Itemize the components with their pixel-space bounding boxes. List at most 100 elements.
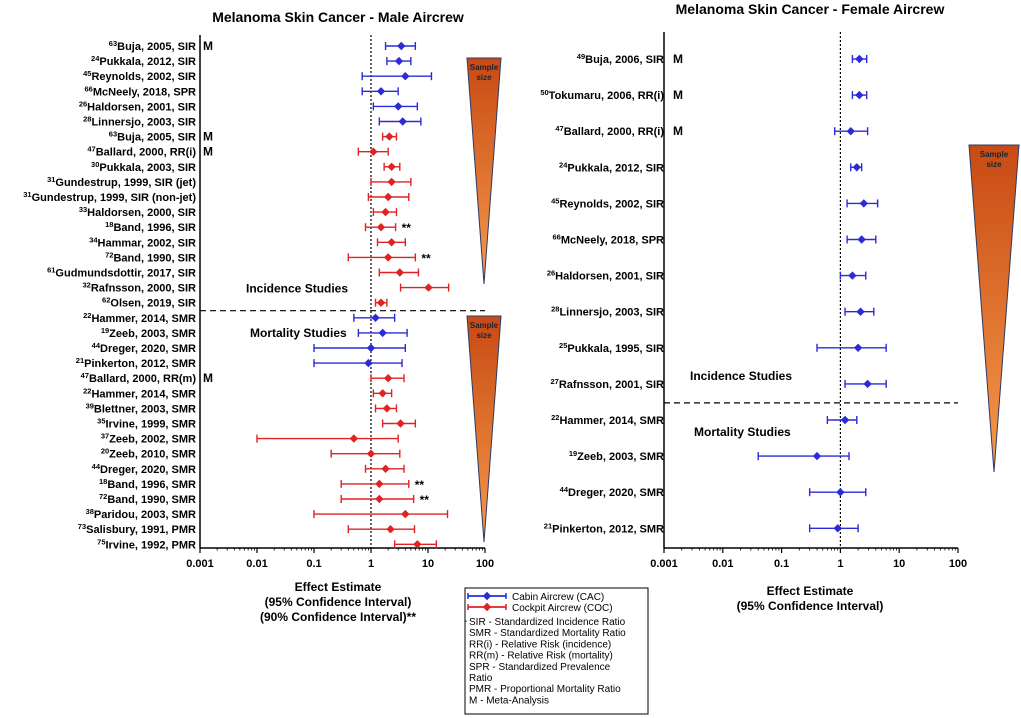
male-study-label: 63Buja, 2005, SIR xyxy=(109,39,196,53)
female-study-row: 24Pukkala, 2012, SIR xyxy=(559,160,863,174)
female-study-label: 25Pukkala, 1995, SIR xyxy=(559,341,664,355)
female-study-row: 45Reynolds, 2002, SIR xyxy=(551,196,879,210)
female-incidence-label: Incidence Studies xyxy=(690,369,792,383)
legend-abbreviation: SPR - Standardized Prevalence xyxy=(469,662,611,673)
female-estimate-point xyxy=(856,307,865,316)
male-incidence-sample-size-triangle-text: size xyxy=(476,73,492,82)
male-study-row: 63Buja, 2005, SIR M xyxy=(109,39,417,53)
legend-abbreviation: RR(m) - Relative Risk (mortality) xyxy=(469,651,613,662)
male-study-label: 73Salisbury, 1991, PMR xyxy=(78,522,196,536)
male-ci90-marker: ** xyxy=(420,493,430,507)
male-estimate-point xyxy=(376,87,386,96)
male-estimate-point xyxy=(395,268,404,277)
female-estimate-point xyxy=(812,451,822,461)
male-study-row: 19Zeeb, 2003, SMR xyxy=(101,326,408,340)
male-estimate-point xyxy=(398,117,407,126)
male-study-row: 20Zeeb, 2010, SMR xyxy=(101,447,401,461)
male-study-label: 35Irvine, 1999, SMR xyxy=(97,417,196,431)
male-estimate-point xyxy=(413,540,422,549)
male-study-row: 35Irvine, 1999, SMR xyxy=(97,417,417,431)
female-study-row: 47Ballard, 2000, RR(i) M xyxy=(555,124,869,138)
male-aircrew-panel: Melanoma Skin Cancer - Male Aircrew 0.00… xyxy=(23,9,502,624)
female-study-row: 49Buja, 2006, SIR M xyxy=(577,52,868,66)
male-study-label: 63Buja, 2005, SIR xyxy=(109,130,196,144)
male-study-row: 62Olsen, 2019, SIR xyxy=(102,296,388,310)
male-estimate-point xyxy=(401,72,410,81)
female-estimate-point xyxy=(857,235,866,244)
male-study-label: 32Rafnsson, 2000, SIR xyxy=(83,281,197,295)
female-aircrew-panel: Melanoma Skin Cancer - Female Aircrew 0.… xyxy=(540,1,1020,613)
female-x-tick-label: 10 xyxy=(893,558,905,570)
male-study-row: 63Buja, 2005, SIR M xyxy=(109,130,398,144)
male-study-row: 44Dreger, 2020, SMR xyxy=(92,341,407,355)
male-study-row: 32Rafnsson, 2000, SIR xyxy=(83,281,450,295)
female-x-tick-label: 0.1 xyxy=(774,558,789,570)
female-estimate-point xyxy=(863,379,872,389)
male-estimate-point xyxy=(366,449,376,458)
male-study-label: 75Irvine, 1992, PMR xyxy=(97,537,196,551)
male-study-label: 28Linnersjo, 2003, SIR xyxy=(83,115,196,129)
female-study-row: 50Tokumaru, 2006, RR(i) M xyxy=(540,88,868,102)
male-study-label: 33Haldorsen, 2000, SIR xyxy=(79,205,196,219)
male-study-label: 61Gudmundsdottir, 2017, SIR xyxy=(47,266,196,280)
male-estimate-point xyxy=(386,525,395,534)
male-estimate-point xyxy=(364,358,373,368)
legend-dash: - xyxy=(464,616,467,627)
male-study-row: 75Irvine, 1992, PMR xyxy=(97,537,438,551)
female-study-row: 26Haldorsen, 2001, SIR xyxy=(547,269,867,283)
female-estimate-point xyxy=(855,90,864,100)
female-chart-title: Melanoma Skin Cancer - Female Aircrew xyxy=(676,1,945,17)
male-study-label: 22Hammer, 2014, SMR xyxy=(83,311,196,325)
male-study-row: 47Ballard, 2000, RR(m) M xyxy=(81,371,405,385)
male-estimate-point xyxy=(424,283,433,292)
male-study-row: 47Ballard, 2000, RR(i) M xyxy=(87,145,389,159)
male-study-row: 31Gundestrup, 1999, SIR (jet) xyxy=(47,175,412,189)
male-mortality-label: Mortality Studies xyxy=(250,326,347,340)
female-meta-analysis-mark: M xyxy=(673,88,683,102)
female-study-row: 27Rafnsson, 2001, SIR xyxy=(551,377,887,391)
male-study-row: 39Blettner, 2003, SMR xyxy=(86,401,398,415)
male-estimate-point xyxy=(349,434,359,443)
female-study-label: 28Linnersjo, 2003, SIR xyxy=(551,305,664,319)
male-study-label: 24Pukkala, 2012, SIR xyxy=(91,54,196,68)
male-estimate-point xyxy=(382,404,392,413)
male-study-row: 28Linnersjo, 2003, SIR xyxy=(83,115,422,129)
male-study-label: 39Blettner, 2003, SMR xyxy=(86,401,196,415)
male-x-tick-label: 1 xyxy=(368,558,374,570)
male-estimate-point xyxy=(375,494,384,504)
male-study-row: 66McNeely, 2018, SPR xyxy=(85,84,399,98)
male-study-label: 31Gundestrup, 1999, SIR (non-jet) xyxy=(23,190,196,204)
female-study-label: 49Buja, 2006, SIR xyxy=(577,52,664,66)
male-study-row: 61Gudmundsdottir, 2017, SIR xyxy=(47,266,420,280)
male-estimate-point xyxy=(393,102,403,111)
male-meta-analysis-mark: M xyxy=(203,145,213,159)
male-estimate-point xyxy=(383,253,393,262)
legend-abbreviation: RR(i) - Relative Risk (incidence) xyxy=(469,639,611,650)
female-study-label: 50Tokumaru, 2006, RR(i) xyxy=(540,88,664,102)
male-study-row: 26Haldorsen, 2001, SIR xyxy=(79,99,419,113)
female-estimate-point xyxy=(859,199,868,208)
female-study-row: 28Linnersjo, 2003, SIR xyxy=(551,305,875,319)
male-study-row: 18Band, 1996, SMR ** xyxy=(99,477,424,492)
male-study-label: 38Paridou, 2003, SMR xyxy=(86,507,196,521)
female-x-tick-label: 0.001 xyxy=(650,558,678,570)
male-estimate-point xyxy=(371,313,380,322)
male-estimate-point xyxy=(387,238,396,247)
male-x-axis-label-line3: (90% Confidence Interval)** xyxy=(260,610,416,624)
male-estimate-point xyxy=(401,509,410,519)
female-study-label: 44Dreger, 2020, SMR xyxy=(560,485,664,499)
female-study-label: 24Pukkala, 2012, SIR xyxy=(559,160,664,174)
female-study-label: 19Zeeb, 2003, SMR xyxy=(569,449,664,463)
male-x-tick-label: 10 xyxy=(422,558,434,570)
male-mortality-sample-size-triangle-text: size xyxy=(476,331,492,340)
male-estimate-point xyxy=(394,56,404,66)
male-x-tick-label: 100 xyxy=(476,558,494,570)
male-estimate-point xyxy=(376,223,386,232)
female-estimate-point xyxy=(840,415,850,425)
male-study-label: 44Dreger, 2020, SMR xyxy=(92,341,196,355)
male-study-row: 21Pinkerton, 2012, SMR xyxy=(76,356,403,370)
legend-cabin-marker xyxy=(482,591,492,601)
female-estimate-point xyxy=(855,54,864,64)
